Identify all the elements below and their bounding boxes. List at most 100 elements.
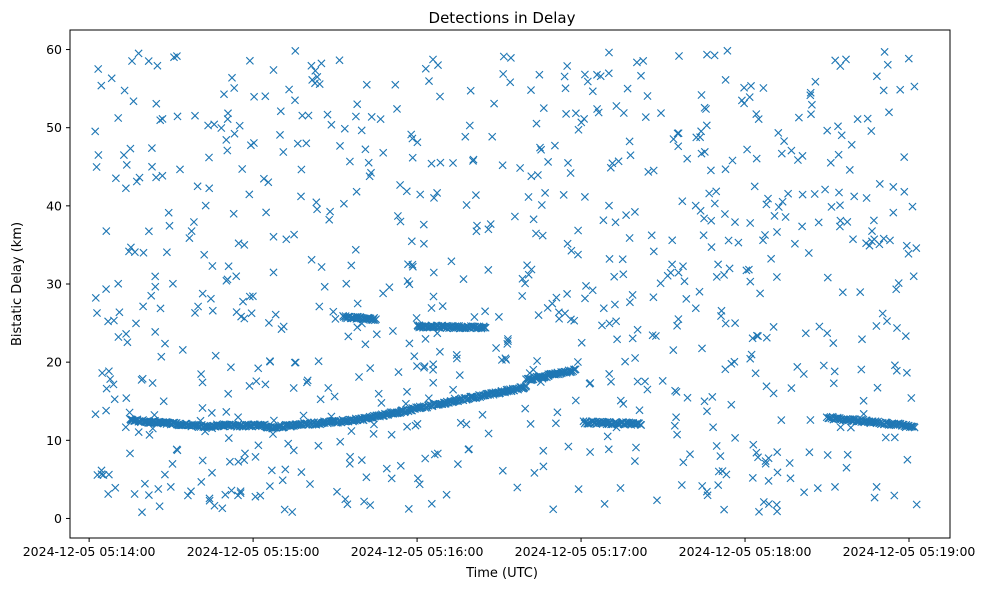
- detection-point: [340, 124, 349, 133]
- detection-point: [506, 53, 515, 62]
- detection-point: [702, 105, 710, 113]
- detection-point: [532, 229, 540, 238]
- detection-point: [564, 442, 573, 451]
- detection-point: [737, 96, 746, 105]
- detection-point: [276, 130, 284, 139]
- detection-point: [123, 338, 132, 347]
- detection-point: [449, 159, 457, 167]
- detection-point: [862, 194, 871, 202]
- detection-point: [714, 260, 723, 269]
- detection-point: [679, 458, 688, 467]
- detection-point: [883, 60, 892, 69]
- detection-point: [561, 84, 570, 93]
- detection-point: [571, 396, 580, 405]
- detection-point: [104, 367, 113, 376]
- detection-point: [625, 137, 634, 146]
- detection-point: [408, 262, 417, 271]
- x-tick-label: 2024-12-05 05:18:00: [679, 544, 812, 559]
- detection-point: [834, 122, 842, 131]
- detection-point: [387, 474, 396, 483]
- detection-point: [807, 110, 815, 119]
- detection-point: [823, 126, 832, 135]
- detection-point: [198, 378, 207, 387]
- detection-point: [773, 448, 782, 457]
- detection-point: [461, 132, 470, 141]
- detection-point: [430, 193, 438, 202]
- detection-point: [683, 393, 692, 402]
- detection-point: [191, 308, 199, 317]
- detection-point: [333, 487, 341, 496]
- detection-point: [830, 367, 839, 376]
- detection-point: [538, 374, 547, 383]
- detection-point: [541, 188, 550, 197]
- detection-point: [543, 303, 552, 312]
- detection-point: [405, 339, 414, 348]
- detection-point: [290, 358, 299, 367]
- detection-point: [551, 419, 560, 428]
- detection-point: [550, 141, 559, 150]
- detection-point: [671, 386, 680, 395]
- detection-point: [842, 463, 851, 472]
- detection-point: [121, 423, 130, 432]
- detection-point: [139, 302, 148, 311]
- detection-point: [447, 257, 456, 266]
- detection-point: [537, 201, 546, 209]
- detection-point: [217, 124, 226, 132]
- detection-point: [848, 414, 857, 423]
- detection-point: [280, 505, 289, 514]
- detection-point: [419, 239, 428, 248]
- detection-point: [240, 314, 249, 323]
- detection-point: [649, 247, 658, 256]
- detection-point: [452, 354, 461, 363]
- detection-point: [637, 421, 646, 429]
- detection-point: [673, 321, 682, 330]
- detection-point: [492, 344, 501, 352]
- detection-point: [357, 456, 366, 465]
- detection-point: [361, 340, 370, 349]
- detection-point: [147, 291, 156, 300]
- detection-point: [484, 225, 493, 234]
- y-axis-label: Bistatic Delay (km): [10, 222, 25, 346]
- detection-point: [521, 279, 530, 288]
- detection-point: [503, 337, 512, 346]
- detection-point: [128, 57, 136, 65]
- detection-point: [246, 141, 255, 150]
- detection-point: [886, 236, 894, 245]
- detection-point: [469, 155, 478, 164]
- detection-point: [559, 190, 568, 199]
- detection-point: [470, 313, 479, 321]
- detection-point: [731, 218, 739, 227]
- detection-point: [529, 365, 538, 374]
- detection-point: [889, 208, 898, 217]
- detection-point: [134, 49, 143, 58]
- detection-point: [846, 423, 855, 432]
- detection-point: [239, 297, 247, 306]
- detection-point: [102, 227, 111, 236]
- detection-point: [269, 268, 278, 277]
- detection-point: [427, 159, 436, 168]
- detection-point: [725, 264, 734, 273]
- detection-point: [435, 347, 444, 356]
- detection-point: [429, 365, 438, 374]
- detection-point: [396, 217, 405, 226]
- detection-point: [362, 80, 371, 89]
- detection-point: [499, 52, 508, 61]
- detection-point: [154, 485, 163, 493]
- detection-point: [416, 190, 425, 199]
- detection-point: [125, 408, 134, 417]
- detection-point: [254, 441, 263, 450]
- detection-point: [140, 479, 149, 488]
- detection-point: [412, 314, 421, 322]
- detection-point: [759, 84, 768, 92]
- detection-point: [598, 321, 606, 330]
- detection-point: [658, 376, 667, 385]
- detection-point: [745, 93, 754, 102]
- detection-point: [883, 317, 891, 326]
- detection-point: [516, 164, 525, 172]
- detection-point: [810, 190, 819, 198]
- detection-point: [566, 368, 575, 377]
- detection-point: [129, 97, 138, 106]
- detection-point: [510, 212, 519, 221]
- detection-point: [780, 137, 789, 146]
- detection-point: [367, 112, 376, 121]
